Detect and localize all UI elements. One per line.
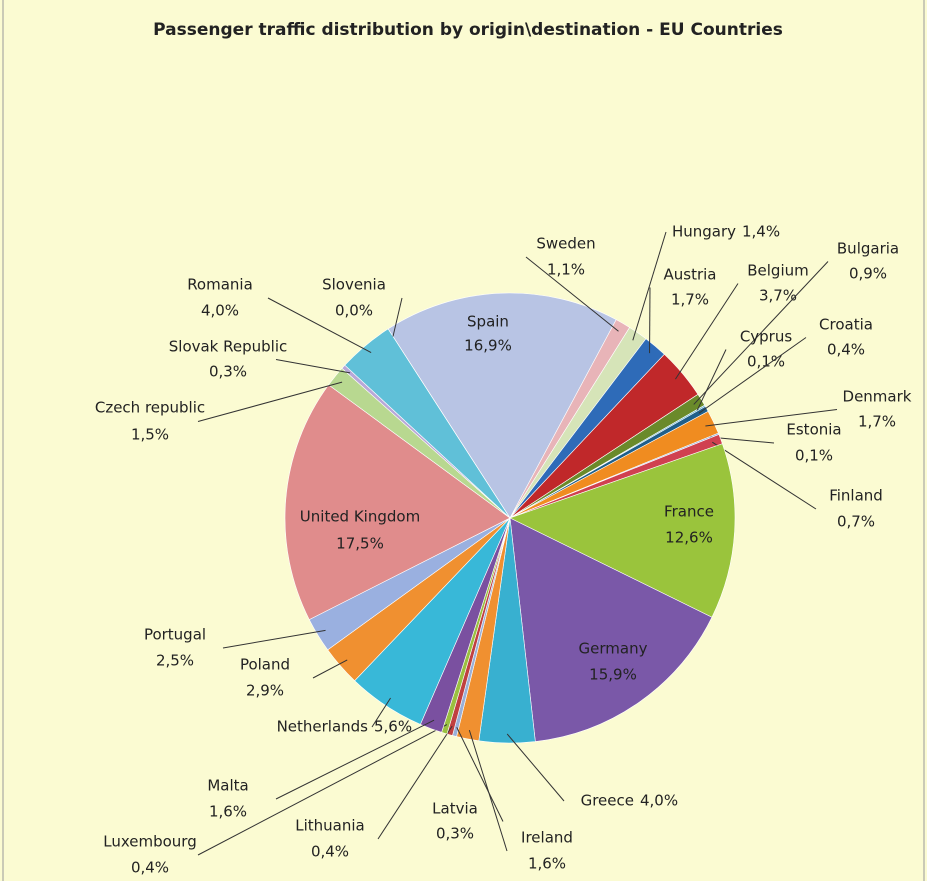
slice-value-label: 4,0% — [640, 792, 678, 810]
leader-line — [222, 629, 326, 649]
slice-label: Romania — [187, 276, 253, 294]
slice-value-label: 1,7% — [858, 413, 896, 431]
slice-label: France — [664, 503, 714, 521]
slice-label: Netherlands — [277, 718, 369, 736]
leader-line — [275, 719, 435, 800]
slice-label: Poland — [240, 656, 290, 674]
slice-value-label: 1,4% — [742, 223, 780, 241]
slice-value-label: 2,9% — [246, 682, 284, 700]
slice-value-label: 0,4% — [311, 843, 349, 861]
slice-value-label: 0,4% — [131, 859, 169, 877]
chart-title: Passenger traffic distribution by origin… — [153, 20, 783, 40]
leader-line — [392, 297, 403, 337]
slice-label: Estonia — [786, 421, 841, 439]
leader-line — [698, 337, 807, 414]
slice-label: Czech republic — [95, 399, 205, 417]
leader-line — [632, 231, 667, 341]
leader-line — [696, 349, 727, 411]
leader-line — [506, 733, 565, 802]
leader-line — [705, 409, 838, 427]
slice-value-label: 2,5% — [156, 652, 194, 670]
slice-label: Cyprus — [740, 328, 793, 346]
slice-label: United Kingdom — [300, 508, 420, 526]
slice-label: Croatia — [819, 316, 873, 334]
pie-slice — [509, 517, 713, 742]
slice-value-label: 0,3% — [209, 363, 247, 381]
slice-label: Germany — [579, 640, 648, 658]
slice-value-label: 0,4% — [827, 341, 865, 359]
pie-slice — [284, 384, 511, 621]
slice-value-label: 17,5% — [336, 535, 384, 553]
slice-label: Portugal — [144, 626, 206, 644]
pie-slice — [387, 292, 617, 519]
pie-slice — [387, 328, 511, 519]
slice-value-label: 1,7% — [671, 291, 709, 309]
leader-line — [275, 359, 351, 374]
leader-line — [525, 256, 619, 332]
slice-value-label: 16,9% — [464, 337, 512, 355]
slice-value-label: 1,6% — [209, 803, 247, 821]
slice-label: Spain — [467, 313, 509, 331]
leader-line — [371, 697, 391, 728]
slice-label: Luxembourg — [103, 833, 197, 851]
slice-value-label: 3,7% — [759, 287, 797, 305]
slice-value-label: 0,3% — [436, 825, 474, 843]
leader-line — [197, 381, 343, 422]
leader-line — [197, 724, 448, 856]
pie-slice — [509, 443, 736, 618]
slice-value-label: 1,6% — [528, 855, 566, 873]
leader-line — [710, 436, 775, 444]
slice-label: Austria — [664, 266, 717, 284]
slice-label: Finland — [829, 487, 883, 505]
slice-value-label: 0,9% — [849, 265, 887, 283]
slice-label: Ireland — [521, 829, 573, 847]
slice-label: Lithuania — [295, 817, 364, 835]
slice-value-label: 15,9% — [589, 666, 637, 684]
leader-line — [267, 297, 372, 354]
slice-label: Slovak Republic — [169, 338, 288, 356]
slice-value-label: 0,0% — [335, 302, 373, 320]
slice-value-label: 0,1% — [795, 447, 833, 465]
leader-line — [377, 725, 453, 840]
leader-line — [693, 261, 829, 405]
slice-value-label: 0,1% — [747, 353, 785, 371]
slice-value-label: 1,5% — [131, 426, 169, 444]
slice-value-label: 12,6% — [665, 529, 713, 547]
slice-label: Hungary — [672, 223, 736, 241]
slice-label: Belgium — [747, 262, 809, 280]
leader-line — [456, 727, 504, 822]
slice-label: Sweden — [536, 235, 595, 253]
slice-value-label: 0,7% — [837, 513, 875, 531]
leader-line — [675, 283, 739, 380]
leader-line — [312, 659, 348, 679]
slice-value-label: 5,6% — [374, 718, 412, 736]
slice-label: Latvia — [432, 800, 478, 818]
slice-label: Greece — [581, 792, 634, 810]
slice-value-label: 1,1% — [547, 261, 585, 279]
leader-line — [712, 441, 817, 510]
slice-label: Bulgaria — [837, 240, 899, 258]
slice-label: Malta — [207, 777, 248, 795]
slice-label: Denmark — [843, 388, 912, 406]
slice-label: Slovenia — [322, 276, 386, 294]
slice-value-label: 4,0% — [201, 302, 239, 320]
